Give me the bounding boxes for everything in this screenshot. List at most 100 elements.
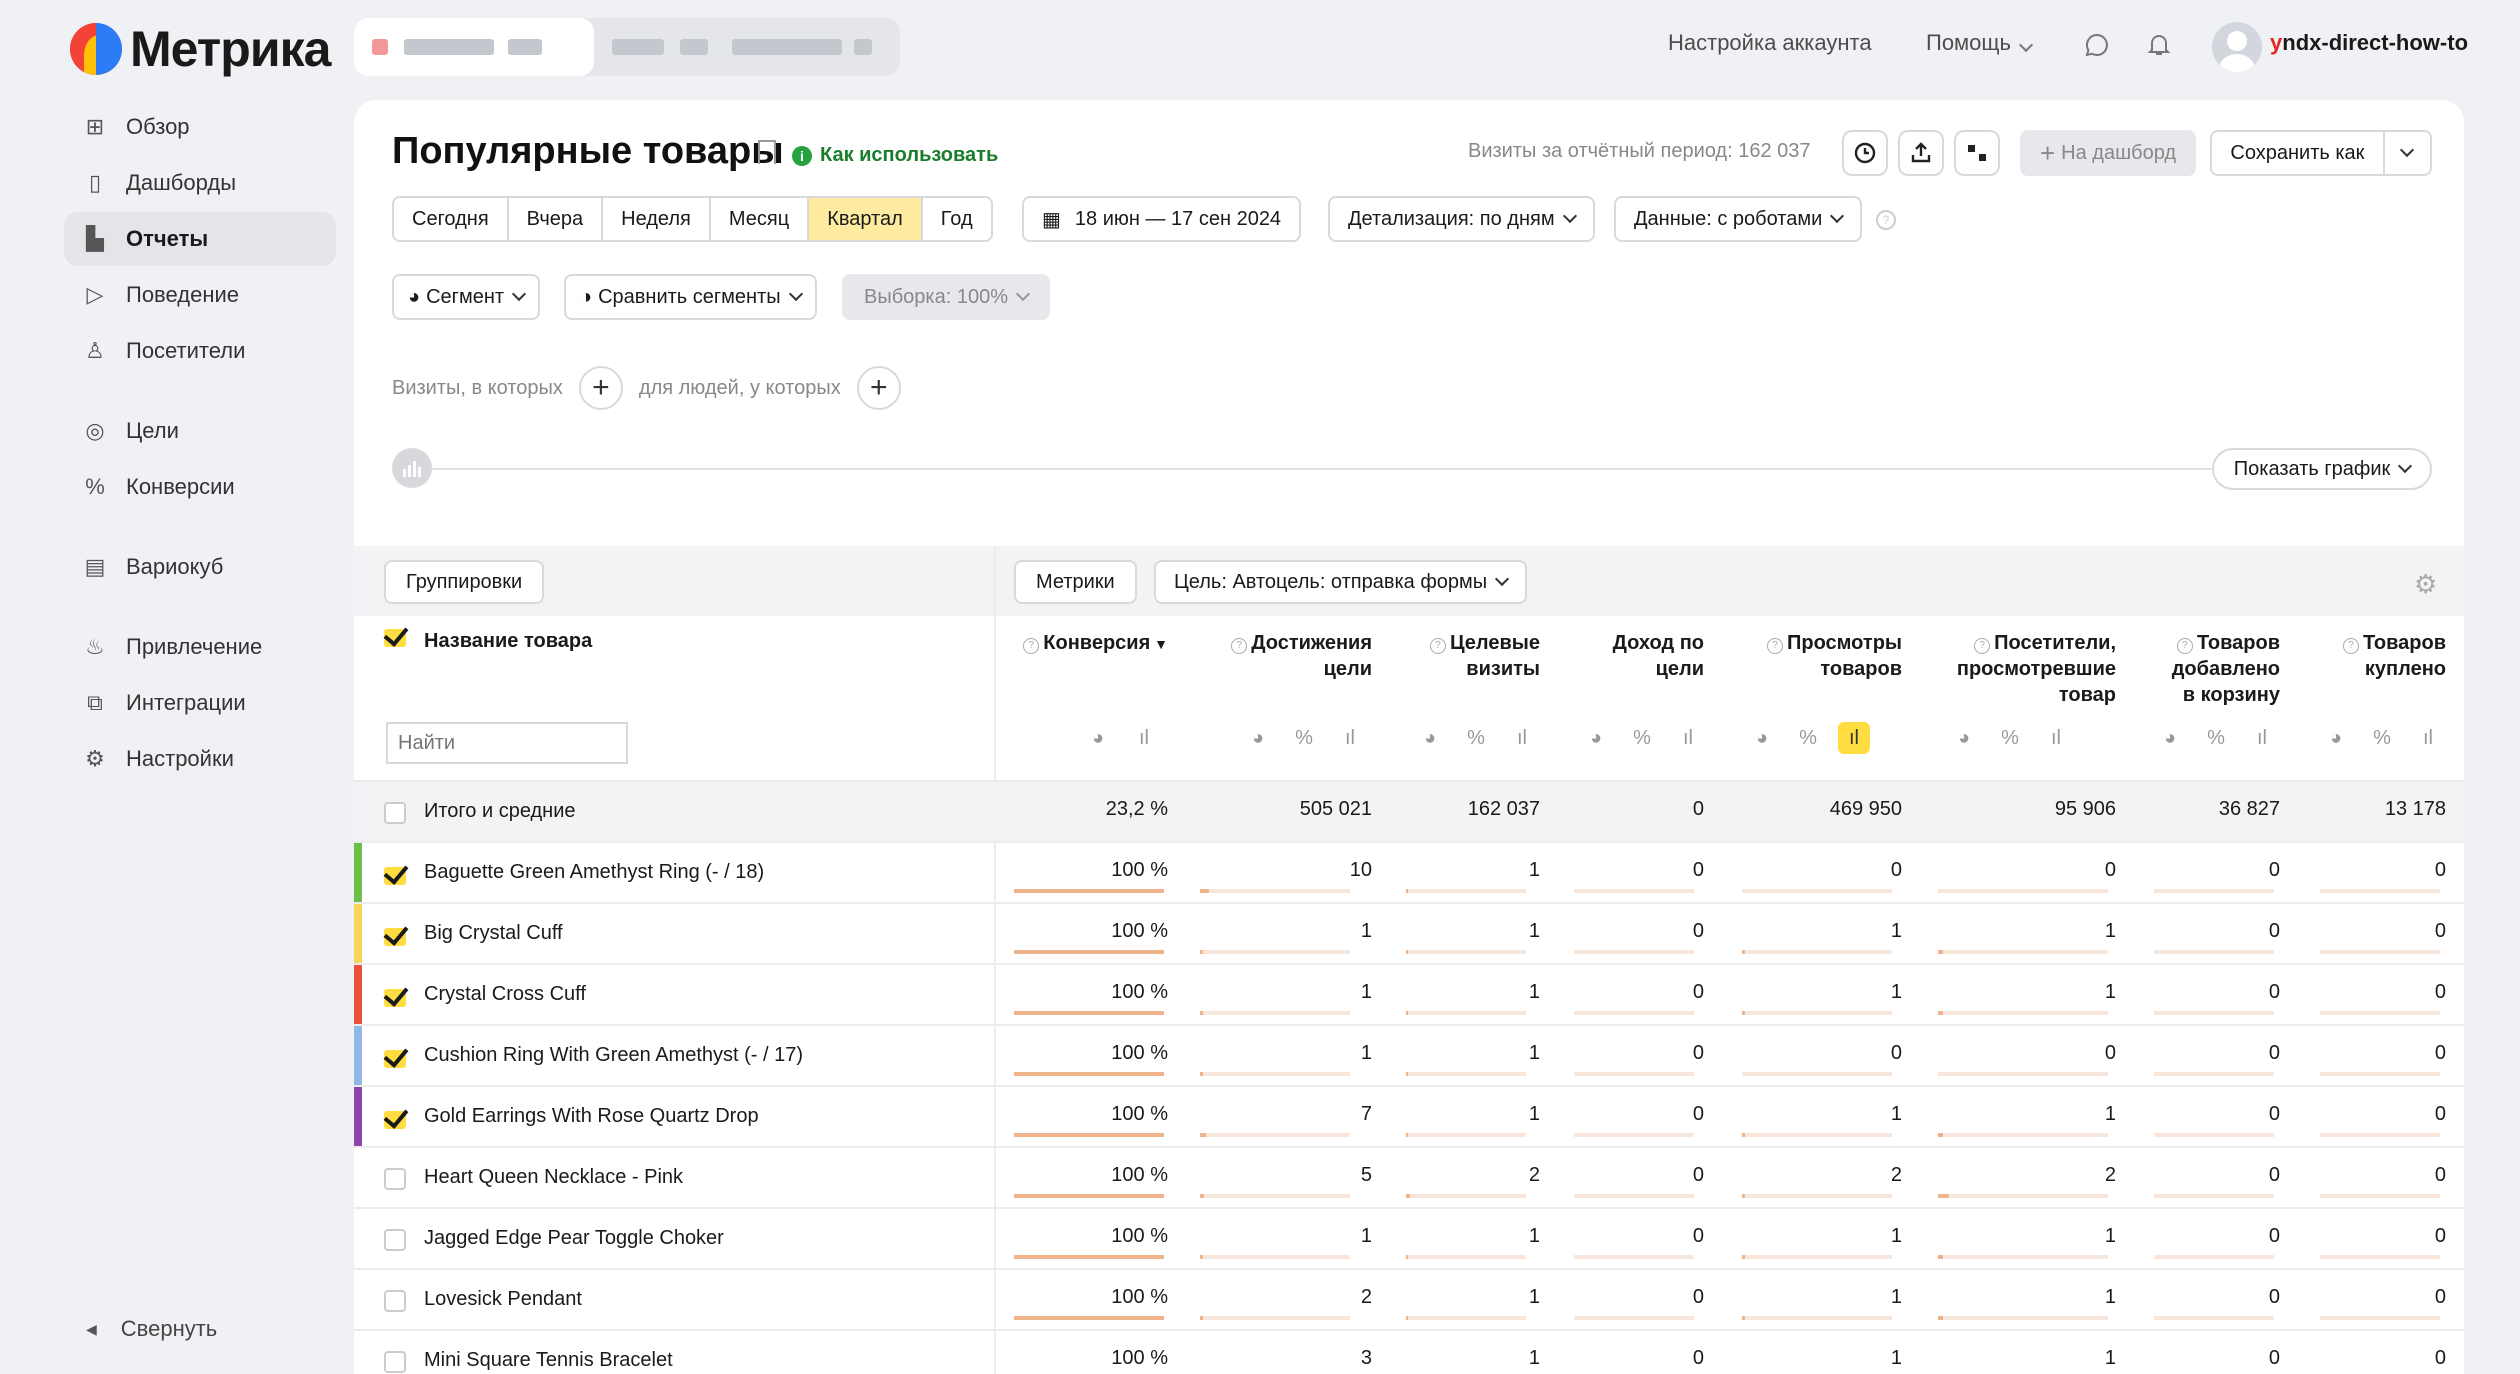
product-name[interactable]: Gold Earrings With Rose Quartz Drop bbox=[424, 1105, 759, 1127]
table-row[interactable]: Cushion Ring With Green Amethyst (- / 17… bbox=[354, 1024, 2464, 1085]
table-row[interactable]: Crystal Cross Cuff 100 % 1 1 0 1 1 0 0 bbox=[354, 963, 2464, 1024]
bell-icon[interactable] bbox=[2146, 32, 2172, 58]
table-row[interactable]: Gold Earrings With Rose Quartz Drop 100 %… bbox=[354, 1085, 2464, 1146]
chart-toggle-icon[interactable] bbox=[392, 448, 432, 488]
help-icon[interactable]: ? bbox=[2176, 638, 2193, 654]
percent-icon[interactable]: % bbox=[1295, 726, 1313, 749]
help-icon[interactable]: ? bbox=[1876, 210, 1896, 230]
pie-icon[interactable]: ◕ bbox=[2329, 726, 2343, 749]
save-options-toggle[interactable] bbox=[2382, 132, 2430, 174]
pie-icon[interactable]: ◕ bbox=[1091, 726, 1105, 749]
bar-chart-icon[interactable]: ıl bbox=[1517, 726, 1527, 749]
product-name[interactable]: Heart Queen Necklace - Pink bbox=[424, 1166, 684, 1188]
pie-icon[interactable]: ◕ bbox=[1755, 726, 1769, 749]
sidebar-item-variocube[interactable]: ▤ Вариокуб bbox=[64, 540, 336, 594]
groupings-button[interactable]: Группировки bbox=[384, 560, 545, 604]
logo[interactable]: Метрика bbox=[70, 20, 331, 78]
row-checkbox[interactable] bbox=[384, 1290, 406, 1312]
product-name[interactable]: Crystal Cross Cuff bbox=[424, 983, 586, 1005]
sort-desc-icon[interactable]: ▼ bbox=[1150, 636, 1168, 652]
bar-chart-icon[interactable]: ıl bbox=[2051, 726, 2061, 749]
product-name[interactable]: Big Crystal Cuff bbox=[424, 922, 563, 944]
bar-chart-icon[interactable]: ıl bbox=[1683, 726, 1693, 749]
percent-icon[interactable]: % bbox=[2373, 726, 2391, 749]
sidebar-item-settings[interactable]: ⚙ Настройки bbox=[64, 732, 336, 786]
metric-column-header[interactable]: ? Просмотры товаров bbox=[1766, 630, 1902, 682]
row-checkbox[interactable] bbox=[384, 1168, 406, 1190]
bar-chart-icon[interactable]: ıl bbox=[1139, 726, 1149, 749]
sidebar-item-integrations[interactable]: ⧉ Интеграции bbox=[64, 676, 336, 730]
period-month[interactable]: Месяц bbox=[710, 198, 810, 240]
row-checkbox[interactable] bbox=[384, 1107, 406, 1129]
export-button[interactable] bbox=[1898, 130, 1944, 176]
period-today[interactable]: Сегодня bbox=[394, 198, 509, 240]
row-checkbox[interactable] bbox=[384, 924, 406, 946]
table-row[interactable]: Heart Queen Necklace - Pink 100 % 5 2 0 2 2 0 0 bbox=[354, 1146, 2464, 1207]
bar-chart-icon[interactable]: ıl bbox=[2423, 726, 2433, 749]
table-settings-gear-icon[interactable]: ⚙ bbox=[2414, 569, 2438, 599]
metrics-button[interactable]: Метрики bbox=[1014, 560, 1137, 604]
add-visit-filter-button[interactable]: + bbox=[578, 366, 623, 410]
table-row[interactable]: Baguette Green Amethyst Ring (- / 18) 100… bbox=[354, 841, 2464, 902]
add-people-filter-button[interactable]: + bbox=[856, 366, 901, 410]
row-checkbox[interactable] bbox=[384, 1046, 406, 1068]
sidebar-item-overview[interactable]: ⊞ Обзор bbox=[64, 100, 336, 154]
percent-icon[interactable]: % bbox=[2001, 726, 2019, 749]
compare-segments-button[interactable]: ◑ Сравнить сегменты bbox=[564, 274, 817, 320]
sidebar-item-dashboards[interactable]: ▯ Дашборды bbox=[64, 156, 336, 210]
row-checkbox[interactable] bbox=[384, 1351, 406, 1373]
period-year[interactable]: Год bbox=[922, 198, 991, 240]
period-yesterday[interactable]: Вчера bbox=[508, 198, 604, 240]
how-to-use-link[interactable]: i Как использовать bbox=[792, 144, 998, 167]
percent-icon[interactable]: % bbox=[2207, 726, 2225, 749]
show-chart-button[interactable]: Показать график bbox=[2212, 448, 2432, 490]
row-checkbox[interactable] bbox=[384, 985, 406, 1007]
detail-select[interactable]: Детализация: по дням bbox=[1328, 196, 1595, 242]
bookmark-icon[interactable] bbox=[758, 140, 776, 164]
pie-icon[interactable]: ◕ bbox=[1957, 726, 1971, 749]
select-all-checkbox[interactable] bbox=[384, 625, 406, 647]
sidebar-item-goals[interactable]: ◎ Цели bbox=[64, 404, 336, 458]
product-name[interactable]: Cushion Ring With Green Amethyst (- / 17… bbox=[424, 1044, 804, 1066]
metric-column-header[interactable]: ? Целевые визиты bbox=[1429, 630, 1540, 682]
percent-icon[interactable]: % bbox=[1467, 726, 1485, 749]
help-icon[interactable]: ? bbox=[1974, 638, 1991, 654]
row-checkbox[interactable] bbox=[384, 1229, 406, 1251]
sidebar-item-reports[interactable]: ▙ Отчеты bbox=[64, 212, 336, 266]
help-menu[interactable]: Помощь bbox=[1926, 30, 2034, 56]
counter-selector[interactable] bbox=[354, 18, 900, 76]
metric-column-header[interactable]: Доход по цели bbox=[1613, 630, 1704, 682]
metric-column-header[interactable]: ? Посетители, просмотревшие товар bbox=[1957, 630, 2116, 708]
metric-column-header[interactable]: ? Конверсия ▼ bbox=[1023, 630, 1168, 657]
username[interactable]: yndx-direct-how-to bbox=[2270, 30, 2469, 55]
percent-icon[interactable]: % bbox=[1799, 726, 1817, 749]
table-row[interactable]: Mini Square Tennis Bracelet 100 % 3 1 0 1 1 0 0 bbox=[354, 1329, 2464, 1374]
row-checkbox[interactable] bbox=[384, 802, 406, 824]
feedback-button[interactable] bbox=[1954, 130, 2000, 176]
pie-icon[interactable]: ◕ bbox=[2163, 726, 2177, 749]
sidebar-item-behavior[interactable]: ▷ Поведение bbox=[64, 268, 336, 322]
metric-column-header[interactable]: ? Достижения цели bbox=[1231, 630, 1372, 682]
data-mode-select[interactable]: Данные: с роботами bbox=[1614, 196, 1863, 242]
name-column-header[interactable]: Название товара bbox=[384, 628, 592, 653]
period-week[interactable]: Неделя bbox=[603, 198, 711, 240]
table-row[interactable]: Jagged Edge Pear Toggle Choker 100 % 1 1 0 1 1… bbox=[354, 1207, 2464, 1268]
sidebar-item-visitors[interactable]: ♙ Посетители bbox=[64, 324, 336, 378]
help-icon[interactable]: ? bbox=[1023, 638, 1040, 654]
metric-column-header[interactable]: ? Товаров куплено bbox=[2342, 630, 2446, 682]
sample-select[interactable]: Выборка: 100% bbox=[842, 274, 1050, 320]
product-name[interactable]: Lovesick Pendant bbox=[424, 1288, 582, 1310]
history-button[interactable] bbox=[1842, 130, 1888, 176]
help-icon[interactable]: ? bbox=[1766, 638, 1783, 654]
avatar[interactable] bbox=[2212, 22, 2262, 72]
bar-chart-icon[interactable]: ıl bbox=[1345, 726, 1355, 749]
table-row[interactable]: Lovesick Pendant 100 % 2 1 0 1 1 0 0 bbox=[354, 1268, 2464, 1329]
save-as-button[interactable]: Сохранить как bbox=[2210, 130, 2432, 176]
date-range-picker[interactable]: ▦ 18 июн — 17 сен 2024 bbox=[1022, 196, 1302, 242]
goal-select[interactable]: Цель: Автоцель: отправка формы bbox=[1154, 560, 1528, 604]
help-icon[interactable]: ? bbox=[2342, 638, 2359, 654]
segment-button[interactable]: ◕ Сегмент bbox=[392, 274, 541, 320]
period-quarter[interactable]: Квартал bbox=[809, 198, 923, 240]
pie-icon[interactable]: ◕ bbox=[1423, 726, 1437, 749]
account-settings-link[interactable]: Настройка аккаунта bbox=[1668, 30, 1872, 55]
